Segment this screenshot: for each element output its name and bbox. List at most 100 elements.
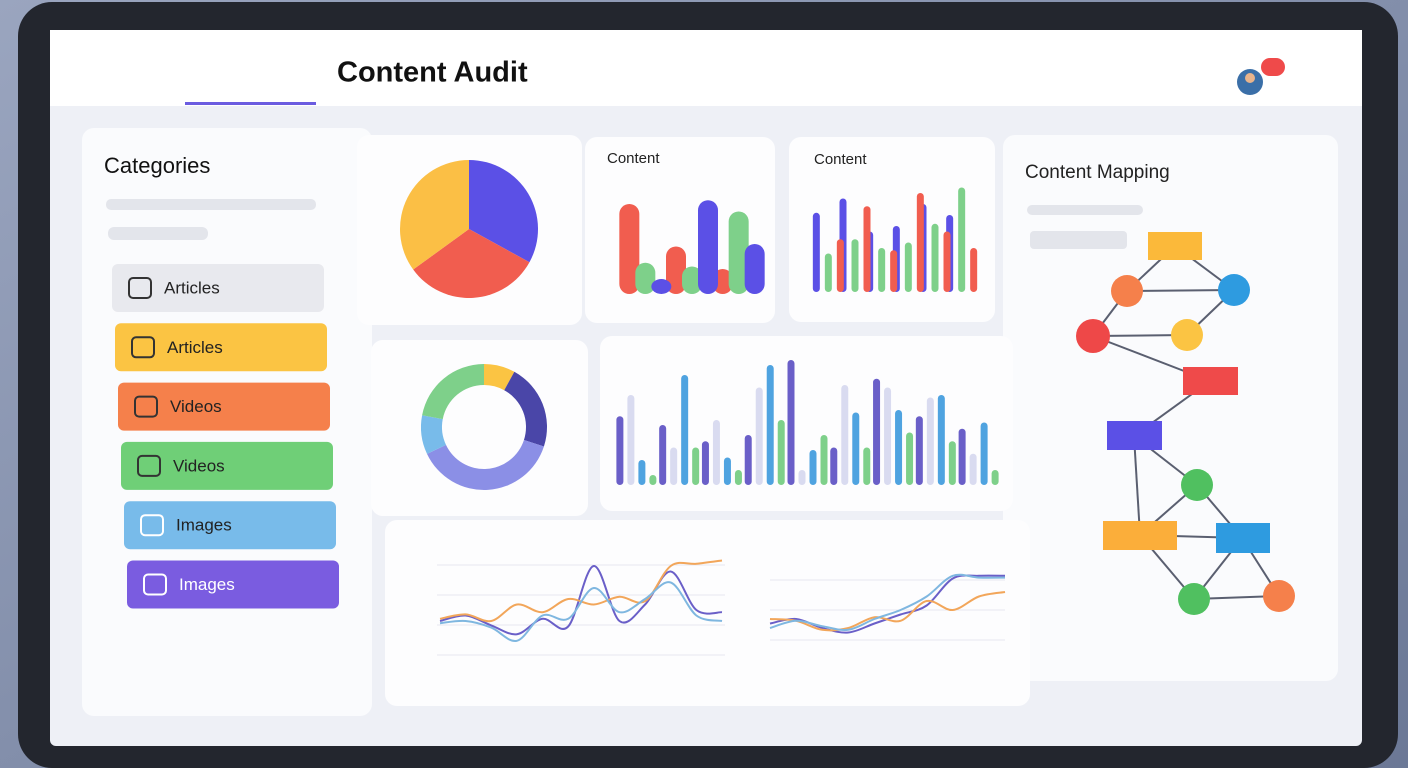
category-button: [115, 323, 327, 372]
bar: [915, 416, 923, 485]
bar: [744, 435, 752, 485]
category-item[interactable]: Videos: [118, 382, 330, 431]
bar: [926, 397, 934, 485]
bar: [812, 212, 820, 292]
line-series: [439, 581, 723, 642]
category-icon: [143, 573, 167, 596]
bar: [970, 248, 978, 292]
bar: [766, 365, 774, 485]
category-label: Videos: [173, 456, 225, 475]
bar: [884, 387, 892, 485]
widget-title: Content: [607, 150, 660, 167]
bar: [830, 447, 838, 485]
page-title: Content Audit: [337, 57, 528, 89]
bar: [863, 206, 871, 292]
bar: [635, 262, 656, 294]
placeholder-line: [1027, 205, 1143, 215]
node: [1181, 469, 1213, 501]
bar: [698, 200, 718, 294]
category-item[interactable]: Articles: [115, 323, 327, 372]
donut-slice: [504, 371, 547, 447]
line-grid: [437, 564, 1005, 656]
category-label: Articles: [167, 338, 223, 357]
donut-slice: [421, 415, 446, 454]
bar: [836, 239, 844, 292]
category-item[interactable]: Videos: [121, 441, 333, 490]
category-item[interactable]: Images: [124, 501, 336, 550]
bar: [943, 231, 951, 292]
node: [1171, 319, 1203, 351]
bar: [723, 457, 731, 485]
bar: [734, 470, 742, 485]
line-series: [439, 565, 723, 636]
bar: [895, 410, 903, 485]
category-icon: [131, 336, 155, 359]
donut-slice: [426, 439, 544, 490]
top-bar: [50, 30, 1362, 106]
bar: [841, 385, 849, 485]
placeholder-line: [106, 199, 316, 210]
widget-title: Content Mapping: [1025, 162, 1170, 183]
node: [1107, 421, 1162, 450]
bar: [948, 441, 956, 485]
donut-slice: [484, 364, 515, 391]
bar: [744, 244, 765, 294]
bar: [904, 242, 912, 292]
bar: [824, 253, 832, 292]
bar: [701, 441, 709, 485]
bar: [969, 453, 977, 485]
bar: [777, 420, 785, 485]
category-button: [127, 560, 339, 609]
widget-title: Content: [814, 151, 867, 168]
bar: [616, 416, 624, 485]
bar: [980, 422, 988, 485]
donut-slice: [422, 364, 484, 420]
bar: [681, 375, 689, 485]
tab-indicator: [185, 102, 316, 105]
placeholder-line: [108, 227, 208, 240]
category-label: Images: [176, 516, 232, 535]
placeholder-line: [1030, 231, 1127, 249]
bar: [852, 412, 860, 485]
node: [1076, 319, 1110, 353]
category-item[interactable]: Articles: [112, 264, 324, 312]
bar: [873, 378, 881, 485]
bar: [937, 395, 945, 485]
bar: [798, 470, 806, 485]
bar: [649, 475, 657, 485]
pie-slice: [413, 229, 530, 298]
pie-slice: [399, 160, 469, 270]
category-button: [121, 441, 333, 490]
node: [1178, 583, 1210, 615]
node: [1148, 232, 1202, 260]
sidebar-title: Categories: [104, 153, 210, 178]
bar: [712, 420, 720, 485]
category-button: [112, 264, 324, 312]
bar: [682, 266, 702, 294]
bar: [619, 204, 640, 294]
bar: [692, 447, 700, 485]
bar: [958, 187, 966, 292]
bar: [820, 435, 828, 485]
bar: [916, 193, 924, 292]
bar: [755, 387, 763, 485]
bar: [638, 460, 646, 485]
bar: [906, 432, 914, 485]
bar: [627, 395, 635, 485]
bar: [931, 223, 939, 292]
category-label: Videos: [170, 397, 222, 416]
node: [1183, 367, 1238, 395]
bar: [851, 239, 859, 292]
category-icon: [140, 514, 164, 537]
bar: [958, 428, 966, 485]
donut-card: [371, 340, 588, 516]
category-button: [124, 501, 336, 550]
bar: [809, 450, 817, 485]
line-series: [769, 591, 1006, 632]
category-item[interactable]: Images: [127, 560, 339, 609]
node: [1111, 275, 1143, 307]
notification-badge[interactable]: [1261, 58, 1285, 76]
node: [1103, 521, 1177, 550]
